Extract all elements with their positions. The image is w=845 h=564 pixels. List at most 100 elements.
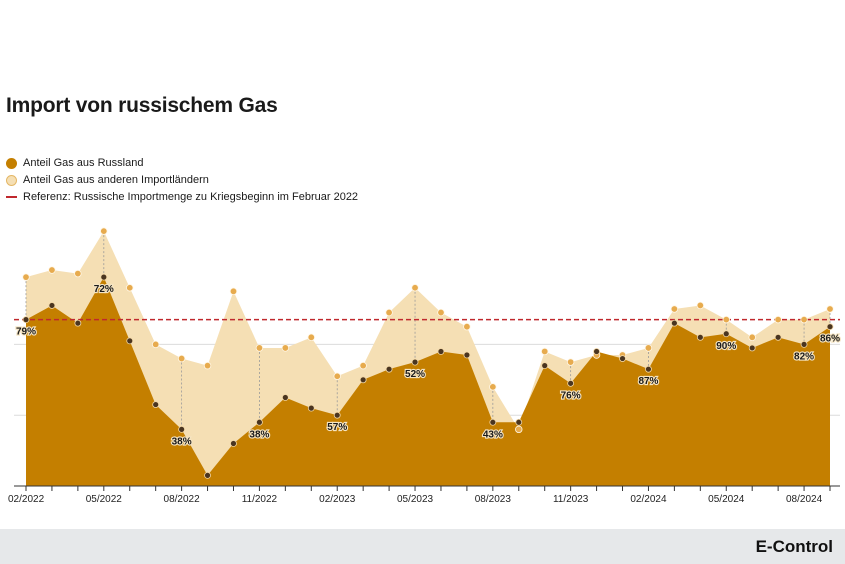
point-total-16 [437, 308, 445, 317]
point-russia-14 [385, 365, 393, 373]
point-russia-5 [152, 401, 160, 408]
point-russia-8 [230, 440, 237, 447]
point-total-7 [203, 361, 212, 370]
other-swatch [6, 174, 17, 186]
point-total-24 [644, 344, 653, 352]
point-russia-11 [307, 404, 315, 412]
point-russia-1 [48, 302, 56, 309]
point-total-19 [515, 425, 523, 434]
point-total-3 [100, 227, 108, 235]
point-russia-10 [281, 394, 289, 401]
x-tick-label-3: 11/2022 [242, 494, 278, 505]
point-total-6 [177, 354, 186, 363]
footer-edge-mark [0, 539, 2, 548]
point-russia-6 [178, 425, 186, 433]
point-total-29 [774, 315, 782, 324]
point-russia-28 [748, 344, 756, 352]
area-chart: 79% 72% 38% 38% 57% 52% 43% 76% 87% 90% 82% 86% 02/2… [8, 227, 841, 505]
point-total-9 [255, 344, 264, 352]
point-total-18 [489, 383, 497, 391]
point-russia-7 [204, 471, 211, 479]
point-russia-16 [437, 348, 445, 355]
russia-swatch [6, 157, 17, 169]
share-label-5: 52% [405, 369, 425, 380]
legend-label-reference: Referenz: Russische Importmenge zu Krieg… [23, 191, 359, 203]
point-total-15 [411, 284, 419, 292]
legend-label-other: Anteil Gas aus anderen Importländern [23, 174, 209, 186]
point-total-21 [566, 358, 575, 366]
legend-item-reference: Referenz: Russische Importmenge zu Krieg… [6, 189, 358, 205]
point-russia-24 [645, 365, 652, 373]
x-tick-label-7: 11/2023 [553, 494, 589, 505]
point-russia-22 [593, 348, 600, 355]
share-label-1: 72% [94, 284, 114, 295]
x-tick-label-4: 02/2023 [319, 494, 356, 505]
x-tick-label-1: 05/2022 [86, 494, 123, 505]
point-total-12 [333, 372, 341, 380]
point-russia-13 [359, 376, 367, 384]
share-label-0: 79% [16, 327, 36, 338]
share-label-11: 86% [820, 334, 840, 345]
legend-label-russia: Anteil Gas aus Russland [23, 157, 144, 169]
share-label-7: 76% [561, 390, 581, 401]
x-tick-label-10: 08/2024 [786, 494, 823, 505]
x-tick-label-5: 05/2023 [397, 494, 434, 505]
share-label-9: 90% [716, 341, 736, 352]
share-label-10: 82% [794, 351, 814, 362]
point-total-17 [463, 322, 471, 331]
point-total-8 [229, 287, 238, 295]
share-label-6: 43% [483, 429, 503, 440]
point-total-25 [670, 305, 679, 313]
share-label-8: 87% [638, 376, 658, 387]
legend-item-russia: Anteil Gas aus Russland [6, 155, 358, 171]
point-russia-26 [696, 333, 704, 341]
point-russia-29 [774, 333, 782, 341]
point-russia-19 [515, 418, 523, 426]
share-label-3: 38% [249, 429, 269, 440]
point-total-1 [48, 266, 56, 274]
point-total-31 [826, 305, 834, 313]
point-total-30 [800, 315, 808, 324]
point-total-14 [385, 308, 393, 317]
reference-swatch [6, 196, 17, 198]
x-tick-label-2: 08/2022 [164, 494, 201, 505]
point-total-2 [74, 269, 82, 278]
share-label-2: 38% [172, 436, 192, 447]
point-russia-9 [256, 418, 263, 426]
point-russia-25 [670, 319, 678, 327]
point-total-26 [696, 301, 705, 310]
x-tick-label-6: 08/2023 [475, 494, 512, 505]
legend-item-other: Anteil Gas aus anderen Importländern [6, 172, 358, 188]
point-russia-21 [567, 379, 575, 387]
point-russia-20 [541, 362, 549, 370]
point-total-4 [126, 284, 134, 292]
point-total-28 [748, 333, 756, 342]
point-russia-3 [100, 273, 108, 281]
point-total-13 [359, 361, 367, 370]
share-label-4: 57% [327, 422, 347, 433]
point-russia-23 [619, 355, 626, 362]
point-total-27 [722, 315, 730, 324]
point-total-11 [307, 333, 315, 342]
x-tick-label-8: 02/2024 [630, 494, 667, 505]
point-russia-4 [126, 337, 134, 345]
x-tick-label-0: 02/2022 [8, 494, 45, 505]
point-russia-2 [74, 319, 82, 327]
area-russia [26, 277, 830, 486]
point-total-10 [281, 344, 290, 352]
point-russia-31 [826, 323, 834, 331]
point-russia-27 [722, 330, 730, 338]
point-russia-17 [463, 351, 471, 359]
x-tick-label-9: 05/2024 [708, 494, 745, 505]
legend: Anteil Gas aus Russland Anteil Gas aus a… [6, 155, 358, 206]
point-russia-12 [333, 411, 341, 419]
point-total-0 [22, 273, 30, 281]
point-total-20 [541, 347, 549, 356]
point-russia-18 [489, 418, 497, 426]
point-russia-15 [411, 358, 419, 366]
point-total-5 [151, 340, 160, 349]
point-russia-30 [800, 340, 808, 348]
footer-bar: E-Control [0, 529, 845, 564]
chart-title: Import von russischem Gas [6, 94, 278, 117]
point-russia-0 [22, 316, 30, 324]
